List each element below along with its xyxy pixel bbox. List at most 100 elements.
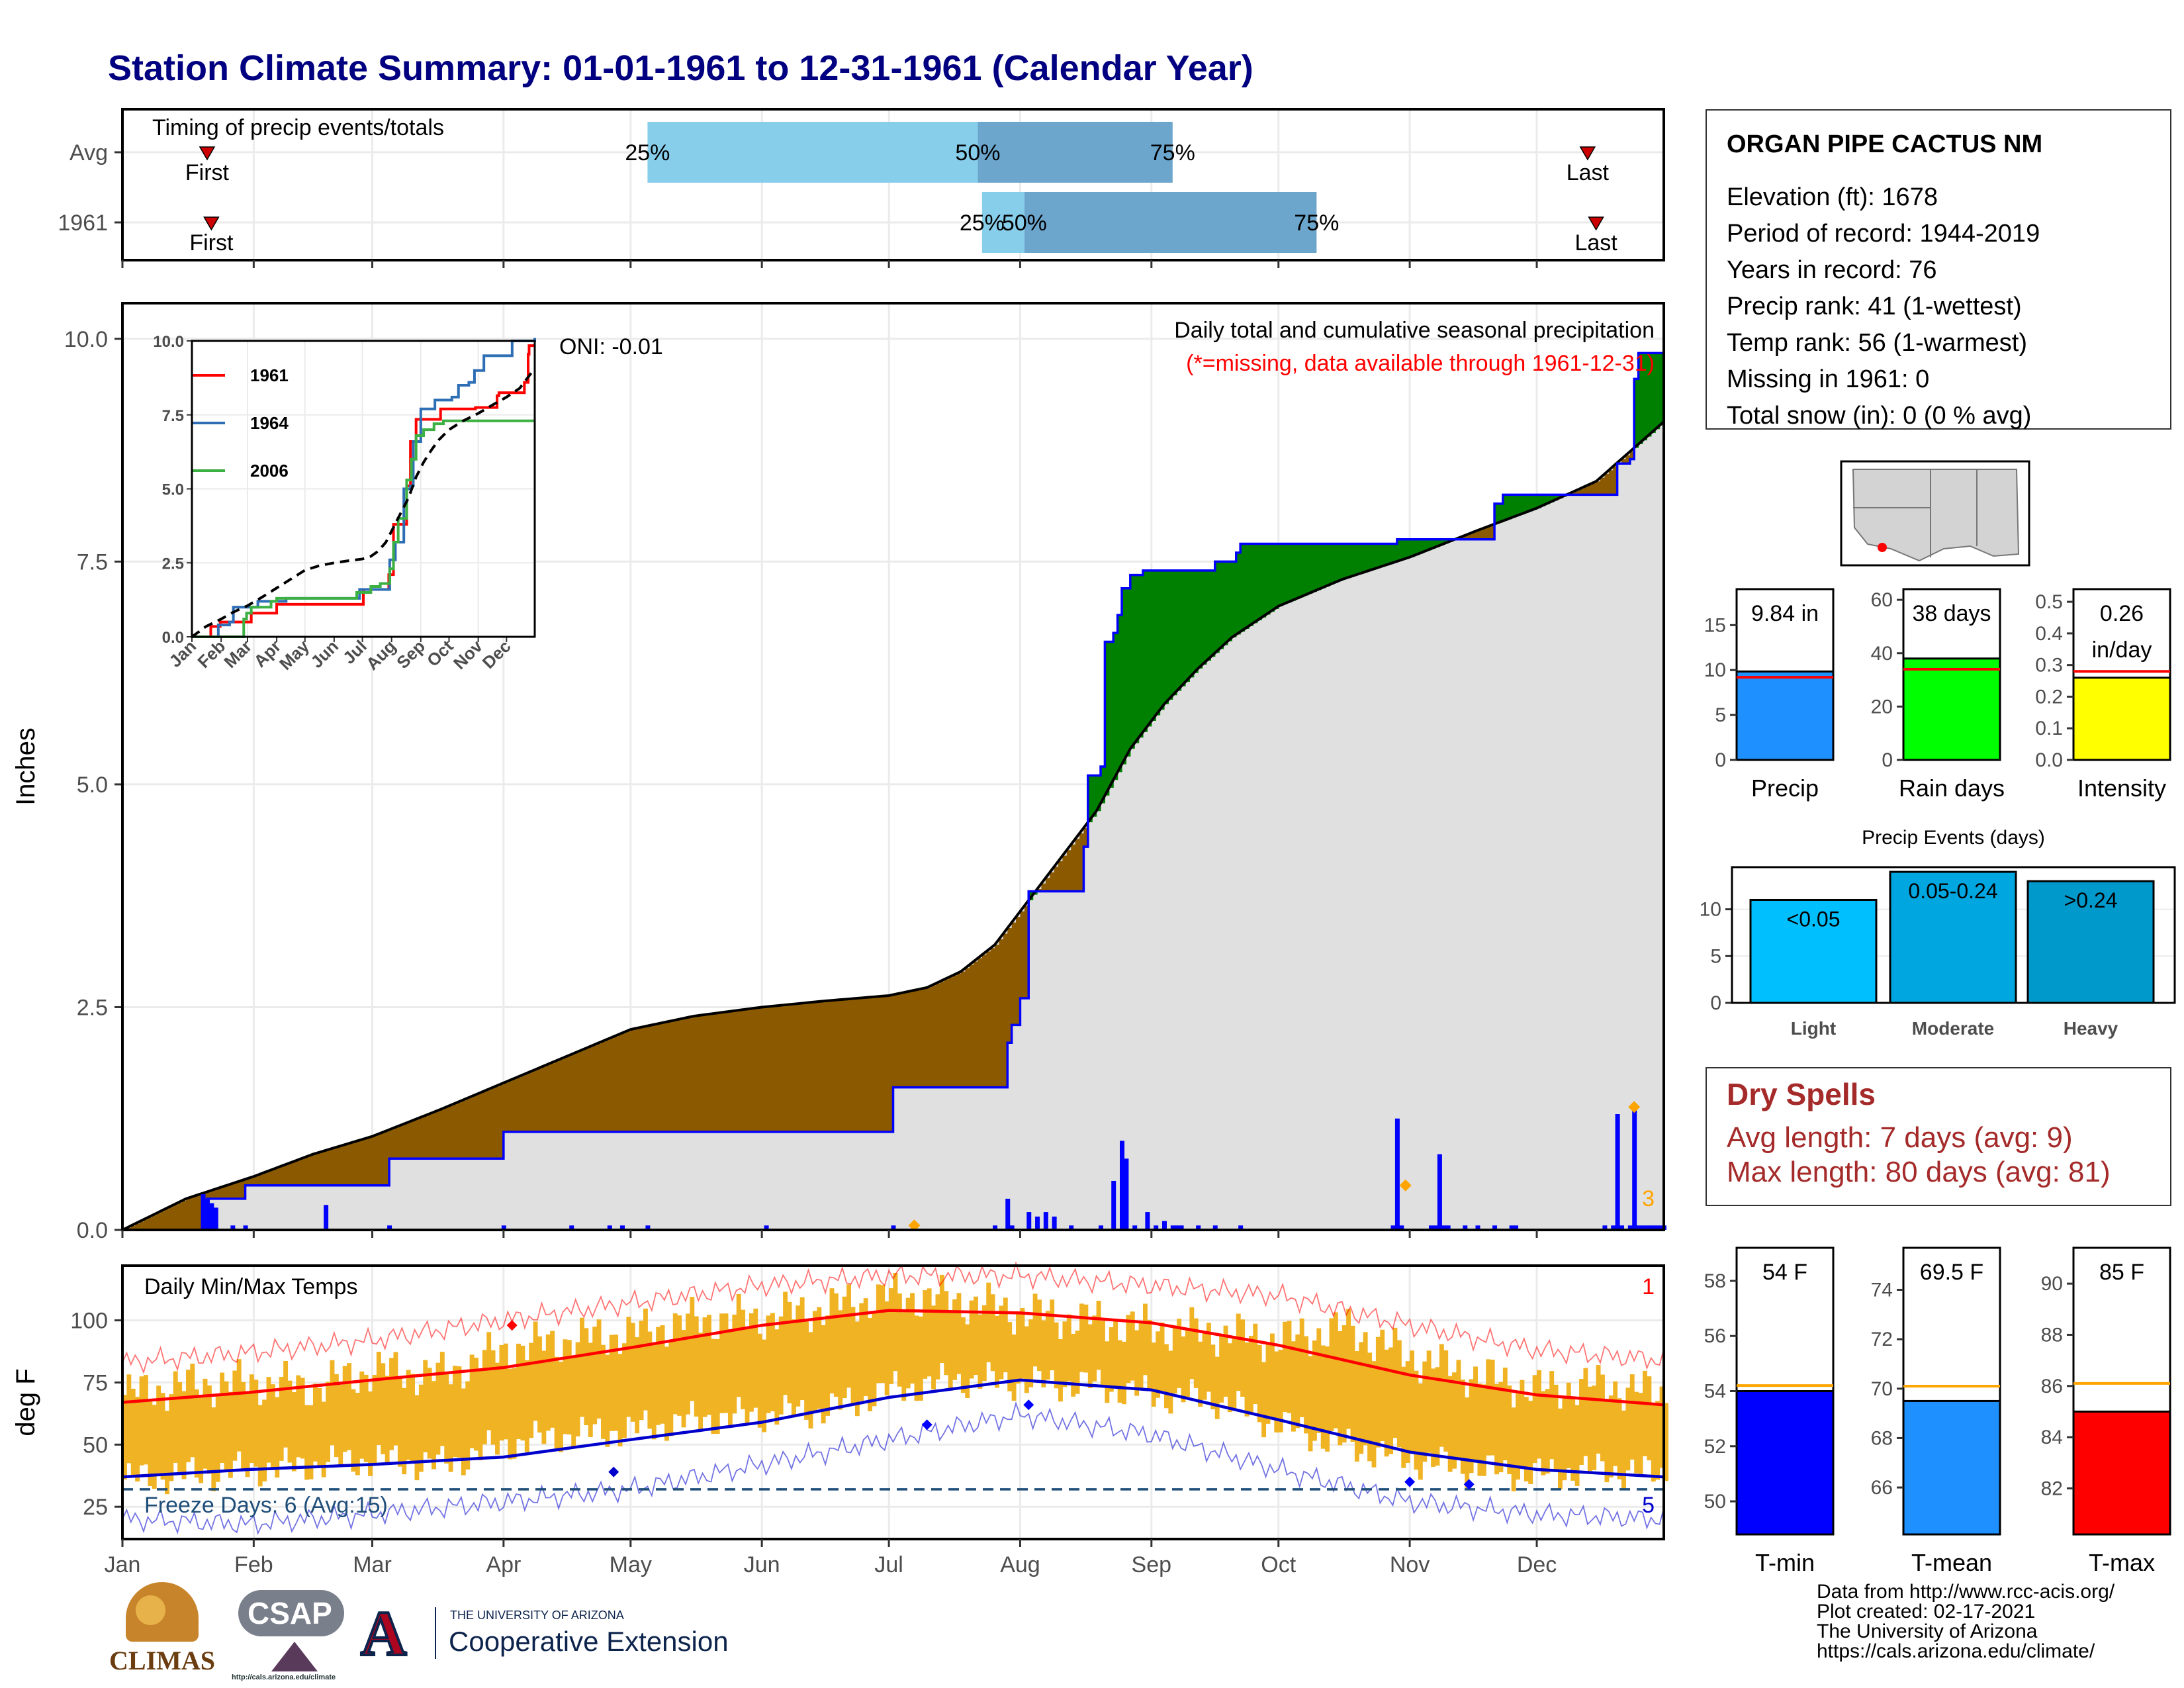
precip-daily-bar (1175, 1225, 1180, 1230)
events-y-tick-label: 5 (1710, 945, 1721, 967)
temp-daily-range (829, 1288, 835, 1394)
precip-daily-bar (1124, 1158, 1129, 1230)
precip-deficit-segment (160, 1211, 165, 1230)
precip-surplus-segment (1329, 543, 1334, 585)
temp-daily-range (622, 1343, 627, 1438)
temp-daily-range (1105, 1341, 1110, 1403)
temp-daily-range (1295, 1334, 1300, 1429)
inset-y-tick-label: 5.0 (162, 481, 184, 499)
temp-daily-range (1524, 1397, 1529, 1481)
precip-deficit-segment (808, 1002, 813, 1132)
temp-daily-range (423, 1360, 428, 1452)
precip-deficit-segment (854, 998, 860, 1132)
temp-daily-range (1617, 1398, 1622, 1479)
temp-daily-range (270, 1384, 275, 1468)
temp-daily-range (338, 1384, 343, 1466)
temp-daily-range (1481, 1384, 1486, 1476)
inset-legend-label: 1964 (250, 413, 289, 433)
temp-daily-range (1020, 1308, 1025, 1379)
temp-daily-range (1520, 1380, 1525, 1469)
ua-logo-divider (435, 1607, 436, 1659)
temp-daily-range (889, 1288, 893, 1384)
precip-deficit-segment (868, 997, 873, 1132)
temp-summary-bar-0 (1735, 1390, 1835, 1536)
events-value-label-2: >0.24 (2064, 888, 2118, 912)
precip-deficit-segment (821, 1001, 826, 1132)
precip-record-marker (1399, 1179, 1412, 1192)
precip-surplus-segment (1299, 543, 1304, 598)
temp-daily-range (923, 1290, 928, 1379)
temp-daily-range (461, 1388, 466, 1476)
precip-deficit-segment (1490, 526, 1495, 539)
events-border (1731, 866, 2176, 1004)
temp-daily-range (1634, 1391, 1639, 1474)
precip-deficit-segment (706, 1014, 711, 1132)
temp-daily-range (1431, 1368, 1435, 1468)
temp-daily-range (753, 1308, 758, 1408)
precip-surplus-segment (1198, 570, 1203, 669)
temp-summary-y-tick-label: 68 (1871, 1427, 1893, 1449)
precip-deficit-segment (986, 951, 991, 1088)
precip-deficit-segment (1020, 911, 1025, 998)
precip-deficit-segment (630, 1029, 635, 1132)
temp-daily-range (656, 1327, 661, 1425)
temp-daily-range (215, 1395, 220, 1482)
precip-daily-bar (205, 1198, 210, 1230)
precip-deficit-segment (1477, 530, 1482, 539)
temp-daily-range (1643, 1370, 1647, 1456)
precip-surplus-segment (1342, 543, 1347, 580)
precip-surplus-segment (1502, 494, 1508, 521)
precip-deficit-segment (279, 1166, 284, 1186)
precip-deficit-segment (880, 996, 886, 1132)
precip-deficit-segment (723, 1012, 729, 1132)
timing-bar-25-50 (981, 192, 1024, 253)
temp-summary-y-tick-label: 74 (1871, 1279, 1893, 1301)
precip-deficit-segment (741, 1009, 746, 1132)
precip-surplus-segment (1101, 767, 1106, 804)
precip-deficit-segment (1465, 535, 1470, 539)
temp-daily-range (206, 1385, 212, 1474)
temp-daily-range (152, 1405, 157, 1489)
precip-deficit-segment (474, 1095, 479, 1159)
precip-deficit-segment (1574, 491, 1580, 495)
temp-daily-range (635, 1337, 640, 1434)
temp-daily-range (1062, 1321, 1068, 1387)
credit-line-1: Plot created: 02-17-2021 (1817, 1601, 2036, 1622)
temp-daily-range (164, 1411, 169, 1495)
temp-daily-range (143, 1375, 148, 1465)
temp-daily-range (1172, 1325, 1177, 1394)
precip-total-category-label-1: Rain days (1899, 774, 2005, 802)
temp-record-marker (1023, 1399, 1034, 1411)
precip-surplus-segment (1257, 543, 1262, 621)
temp-daily-range (275, 1397, 280, 1478)
precip-surplus-segment (1283, 543, 1288, 604)
temp-daily-range (156, 1385, 161, 1474)
temp-daily-range (529, 1342, 534, 1438)
precip-deficit-segment (664, 1022, 669, 1132)
precip-deficit-segment (1481, 528, 1486, 539)
precip-daily-bar (1429, 1225, 1434, 1230)
precip-deficit-segment (554, 1061, 559, 1132)
precip-deficit-segment (232, 1183, 238, 1199)
precip-deficit-segment (559, 1059, 564, 1132)
temp-daily-range (418, 1384, 424, 1472)
precip-surplus-segment (1227, 561, 1232, 641)
temp-summary-bar-1 (1902, 1399, 2001, 1536)
temp-daily-range (410, 1374, 415, 1464)
precip-deficit-segment (1045, 878, 1050, 892)
temp-daily-range (1604, 1401, 1610, 1483)
temp-daily-range (999, 1305, 1004, 1380)
precip-deficit-segment (291, 1162, 296, 1186)
temp-daily-range (1541, 1391, 1546, 1476)
temp-daily-range (490, 1350, 496, 1445)
temp-corner-bottom: 5 (1642, 1493, 1655, 1518)
temp-daily-range (1469, 1379, 1474, 1474)
precip-deficit-segment (783, 1005, 788, 1132)
temp-daily-range (914, 1315, 919, 1401)
temp-daily-range (414, 1395, 420, 1481)
precip-surplus-segment (1130, 575, 1135, 749)
precip-deficit-segment (206, 1192, 212, 1199)
precip-surplus-segment (1168, 570, 1173, 700)
precip-deficit-segment (406, 1123, 411, 1159)
temp-daily-range (863, 1298, 868, 1397)
